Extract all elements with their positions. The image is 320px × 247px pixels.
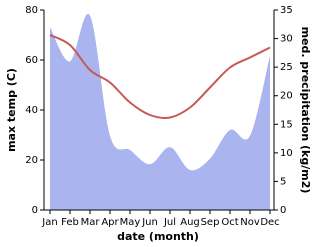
- y-axis-label: max temp (C): [5, 68, 18, 152]
- y2-tick-label: 15: [280, 119, 293, 130]
- x-tick-label: Aug: [180, 217, 200, 228]
- y-tick-label: 20: [25, 155, 38, 166]
- y-tick-label: 60: [25, 55, 38, 66]
- y-tick-label: 80: [25, 5, 38, 16]
- y2-tick-label: 20: [280, 91, 293, 102]
- y2-tick-label: 30: [280, 34, 293, 45]
- y2-tick-label: 0: [280, 205, 286, 216]
- y2-tick-label: 25: [280, 62, 293, 73]
- y2-axis-label: med. precipitation (kg/m2): [299, 27, 312, 194]
- precipitation-area: [50, 13, 270, 211]
- x-tick-label: Sep: [201, 217, 220, 228]
- y2-tick-label: 10: [280, 148, 293, 159]
- y-tick-label: 0: [32, 205, 38, 216]
- x-tick-label: Mar: [81, 217, 101, 228]
- x-tick-label: Feb: [61, 217, 79, 228]
- x-tick-label: Oct: [221, 217, 238, 228]
- x-axis-label: date (month): [117, 230, 199, 243]
- x-tick-label: Jun: [141, 217, 158, 228]
- temperature-line: [49, 34, 271, 119]
- y-tick-label: 40: [25, 105, 38, 116]
- x-tick-label: Jul: [163, 217, 176, 228]
- x-tick-label: Apr: [101, 217, 119, 228]
- x-tick-label: May: [120, 217, 141, 228]
- x-tick-label: Jan: [41, 217, 57, 228]
- x-tick-label: Nov: [240, 217, 260, 228]
- y2-tick-label: 5: [280, 176, 286, 187]
- y2-tick-label: 35: [280, 5, 293, 16]
- x-tick-label: Dec: [260, 217, 279, 228]
